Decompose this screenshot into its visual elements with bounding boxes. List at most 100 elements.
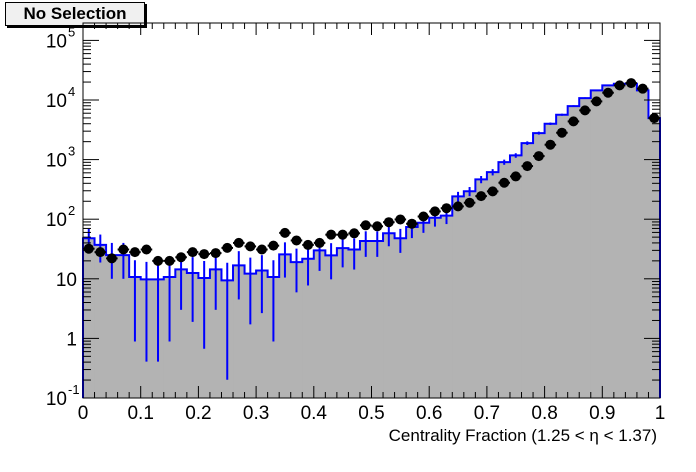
data-point xyxy=(326,229,337,240)
histogram-bar xyxy=(602,85,615,398)
data-point xyxy=(453,201,464,212)
data-point xyxy=(406,218,417,229)
histogram-bar xyxy=(359,241,372,398)
y-tick-label-exponent: 2 xyxy=(68,203,75,218)
data-point xyxy=(626,78,637,89)
data-point xyxy=(118,244,129,255)
histogram-bar xyxy=(648,118,661,398)
histogram-bar xyxy=(498,162,511,398)
histogram-bar xyxy=(83,238,96,398)
x-tick-label: 0.8 xyxy=(531,403,557,424)
data-point xyxy=(418,211,429,222)
data-point xyxy=(556,127,567,138)
data-point xyxy=(476,191,487,202)
data-point xyxy=(441,203,452,214)
y-tick-label: 1 xyxy=(66,329,77,350)
histogram-bar xyxy=(486,172,499,398)
histogram-bar xyxy=(117,255,130,398)
y-tick-label-exponent: 3 xyxy=(68,144,75,159)
y-tick-label: 10 xyxy=(46,151,67,172)
data-point xyxy=(291,235,302,246)
y-tick-label: 10 xyxy=(46,31,67,52)
data-point xyxy=(591,96,602,107)
data-point xyxy=(95,247,106,258)
selection-title-box: No Selection xyxy=(5,2,145,26)
y-tick-label: 10 xyxy=(46,210,67,231)
data-point xyxy=(314,237,325,248)
histogram-bar xyxy=(371,241,384,398)
x-tick-label: 0.7 xyxy=(474,403,500,424)
histogram-bar xyxy=(394,238,407,398)
data-point xyxy=(429,206,440,217)
data-point xyxy=(579,105,590,116)
x-tick-label: 0.4 xyxy=(301,403,328,424)
histogram-bar xyxy=(383,233,396,398)
data-point xyxy=(349,228,360,239)
data-point xyxy=(303,239,314,250)
histogram-bar xyxy=(175,269,188,398)
histogram-bar xyxy=(567,106,580,398)
histogram-bar xyxy=(440,215,453,398)
y-tick-label: 10 xyxy=(46,389,67,410)
data-point xyxy=(153,255,164,266)
data-point xyxy=(141,244,152,255)
histogram-bar xyxy=(406,226,419,398)
data-point xyxy=(83,243,94,254)
data-point xyxy=(522,161,533,172)
histogram-bar xyxy=(336,248,349,398)
data-point xyxy=(603,87,614,98)
histogram-bar xyxy=(579,98,592,398)
histogram-bar xyxy=(613,83,626,398)
data-point xyxy=(568,116,579,127)
data-point xyxy=(383,217,394,228)
histogram-bar xyxy=(313,250,326,398)
histogram-bar xyxy=(556,114,569,398)
histogram-bar xyxy=(186,273,199,398)
data-point xyxy=(372,221,383,232)
histogram-bar xyxy=(106,255,119,398)
histogram-bar xyxy=(256,270,269,398)
histogram-bar xyxy=(429,217,442,398)
histogram-bar xyxy=(94,244,107,398)
x-tick-label: 0 xyxy=(78,403,89,424)
data-point xyxy=(464,197,475,208)
histogram-bar xyxy=(302,258,315,398)
y-tick-label-exponent: 4 xyxy=(68,84,75,99)
data-point xyxy=(268,240,279,251)
x-tick-label: 0.5 xyxy=(358,403,384,424)
histogram-bar xyxy=(279,254,292,398)
data-point xyxy=(510,171,521,182)
data-point xyxy=(176,252,187,263)
x-tick-label: 1 xyxy=(655,403,666,424)
data-point xyxy=(210,248,221,259)
data-point xyxy=(245,241,256,252)
histogram-bar xyxy=(290,262,303,398)
y-tick-label-exponent: 5 xyxy=(68,24,75,39)
data-point xyxy=(129,247,140,258)
data-point xyxy=(360,220,371,231)
histogram-bar xyxy=(590,90,603,399)
data-point xyxy=(337,229,348,240)
histogram-bar xyxy=(463,191,476,398)
data-point xyxy=(279,227,290,238)
data-point xyxy=(614,80,625,91)
histogram-bar xyxy=(348,249,361,398)
data-point xyxy=(199,249,210,260)
data-point xyxy=(499,177,510,188)
histogram-bar xyxy=(521,143,534,398)
data-point xyxy=(545,139,556,150)
data-point xyxy=(106,253,117,264)
data-point xyxy=(187,247,198,258)
histogram-bar xyxy=(509,155,523,398)
histogram-bar xyxy=(233,265,246,398)
data-point xyxy=(164,255,175,266)
histogram-bar xyxy=(325,255,338,398)
data-point xyxy=(395,214,406,225)
data-point xyxy=(533,151,544,162)
histogram-bar xyxy=(625,83,638,398)
x-tick-label: 0.2 xyxy=(185,403,211,424)
data-points xyxy=(83,78,660,266)
histogram-bar xyxy=(209,269,222,398)
x-tick-label: 0.3 xyxy=(243,403,269,424)
y-tick-label: 10 xyxy=(46,91,67,112)
